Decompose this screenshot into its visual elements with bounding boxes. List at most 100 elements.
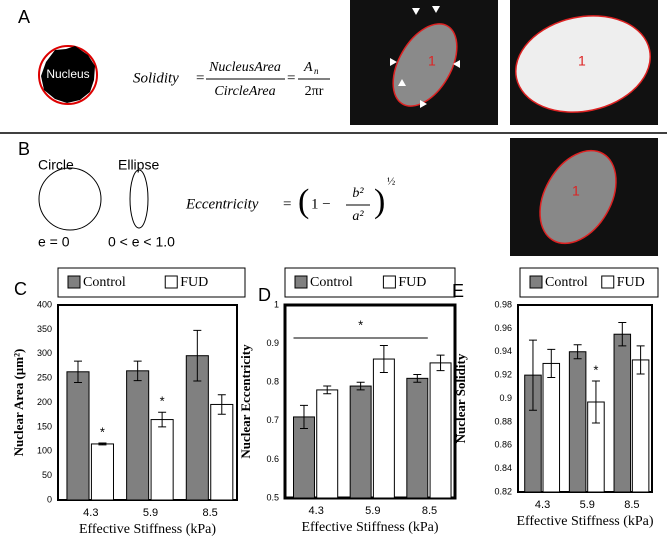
x-tick-label: 4.3 <box>535 499 550 511</box>
y-tick-label: 0.8 <box>266 377 279 387</box>
condition: e = 0 <box>38 234 70 250</box>
y-tick-label: 0.7 <box>266 415 279 425</box>
x-tick-label: 5.9 <box>365 505 380 517</box>
bar <box>210 403 234 501</box>
y-tick-label: 200 <box>37 397 52 407</box>
panel-label: A <box>18 7 30 27</box>
error-bar <box>217 394 226 415</box>
significance-marker: * <box>100 424 105 439</box>
panel-label: C <box>14 279 27 299</box>
y-tick-label: 0.82 <box>494 486 512 496</box>
y-axis-title: Nuclear Area (µm²) <box>11 349 26 457</box>
y-axis-title: Nuclear Solidity <box>453 353 468 443</box>
y-tick-label: 0.84 <box>494 463 512 473</box>
y-tick-label: 0.98 <box>494 299 512 309</box>
y-tick-label: 0.9 <box>499 393 512 403</box>
formula-text: CircleArea <box>214 84 275 99</box>
bar <box>90 443 114 501</box>
formula-text: ) <box>374 183 385 220</box>
bar <box>316 389 339 499</box>
y-tick-label: 400 <box>37 299 52 309</box>
error-bar <box>73 360 82 384</box>
nucleus-label: Nucleus <box>46 67 89 81</box>
y-tick-label: 0.96 <box>494 323 512 333</box>
x-tick-label: 5.9 <box>143 507 158 519</box>
nucleus-image <box>539 149 617 245</box>
arrowheads <box>390 6 460 108</box>
bar <box>66 371 90 501</box>
error-bar <box>379 345 388 374</box>
condition: 0 < e < 1.0 <box>108 234 175 250</box>
formula-text: b² <box>352 186 364 201</box>
y-tick-label: 0.5 <box>266 492 279 502</box>
legend-swatch <box>601 275 615 289</box>
significance-marker: * <box>160 394 165 409</box>
bar <box>613 333 632 493</box>
bar <box>429 362 452 499</box>
error-bar <box>323 385 332 395</box>
formula-text: ½ <box>387 176 395 188</box>
y-tick-label: 150 <box>37 421 52 431</box>
legend-swatch <box>164 275 178 289</box>
error-bar <box>573 344 582 360</box>
legend-swatch <box>294 275 308 289</box>
error-bar <box>98 442 107 446</box>
panel-label: B <box>18 139 30 159</box>
legend-box <box>284 267 456 298</box>
panel-label: D <box>258 285 271 305</box>
error-bar <box>591 380 600 424</box>
x-tick-label: 5.9 <box>580 499 595 511</box>
formula-text: Solidity <box>133 70 179 86</box>
formula-text: 2πr <box>305 84 324 99</box>
bar <box>568 351 587 493</box>
x-tick-label: 8.5 <box>624 499 639 511</box>
legend-label: FUD <box>617 275 645 290</box>
bar <box>542 362 561 493</box>
formula-text: ( <box>298 183 309 220</box>
bar <box>631 359 650 493</box>
y-tick-label: 50 <box>42 470 52 480</box>
formula-text: Eccentricity <box>185 196 259 212</box>
bar <box>372 358 395 499</box>
error-bar <box>356 381 365 391</box>
bar <box>349 385 372 499</box>
legend-label: Control <box>83 275 126 290</box>
y-tick-label: 0.92 <box>494 370 512 380</box>
error-bar <box>193 329 202 382</box>
formula-text: NucleusArea <box>208 60 281 75</box>
shape-name: Circle <box>38 157 74 173</box>
y-tick-label: 0.86 <box>494 440 512 450</box>
formula-text: 1 − <box>311 196 331 212</box>
x-tick-label: 8.5 <box>422 505 437 517</box>
panel-label: E <box>452 281 464 301</box>
ellipse-shape <box>129 169 149 229</box>
legend-label: Control <box>545 275 588 290</box>
error-bar <box>528 339 537 411</box>
bar <box>126 370 150 501</box>
y-tick-label: 100 <box>37 446 52 456</box>
formula-text: n <box>314 66 319 76</box>
x-tick-label: 8.5 <box>203 507 218 519</box>
legend-swatch <box>529 275 543 289</box>
image-label: 1 <box>572 183 580 199</box>
nucleus-image <box>515 15 651 113</box>
formula-text: = <box>287 70 295 86</box>
significance-marker: * <box>358 317 363 332</box>
nucleus-image <box>392 23 458 107</box>
y-tick-label: 0.94 <box>494 346 512 356</box>
y-tick-label: 0 <box>47 494 52 504</box>
significance-marker: * <box>593 362 598 377</box>
x-axis-title: Effective Stiffness (kPa) <box>516 514 653 529</box>
legend-label: FUD <box>180 275 208 290</box>
error-bar <box>158 411 167 428</box>
legend-swatch <box>382 275 396 289</box>
nucleus-shape <box>41 46 95 103</box>
x-axis-title: Effective Stiffness (kPa) <box>301 520 438 535</box>
formula-text: A <box>303 60 313 75</box>
error-bar <box>299 404 308 430</box>
x-axis-title: Effective Stiffness (kPa) <box>79 522 216 537</box>
error-bar <box>133 360 142 382</box>
error-bar <box>413 373 422 383</box>
formula-text: = <box>283 196 291 212</box>
